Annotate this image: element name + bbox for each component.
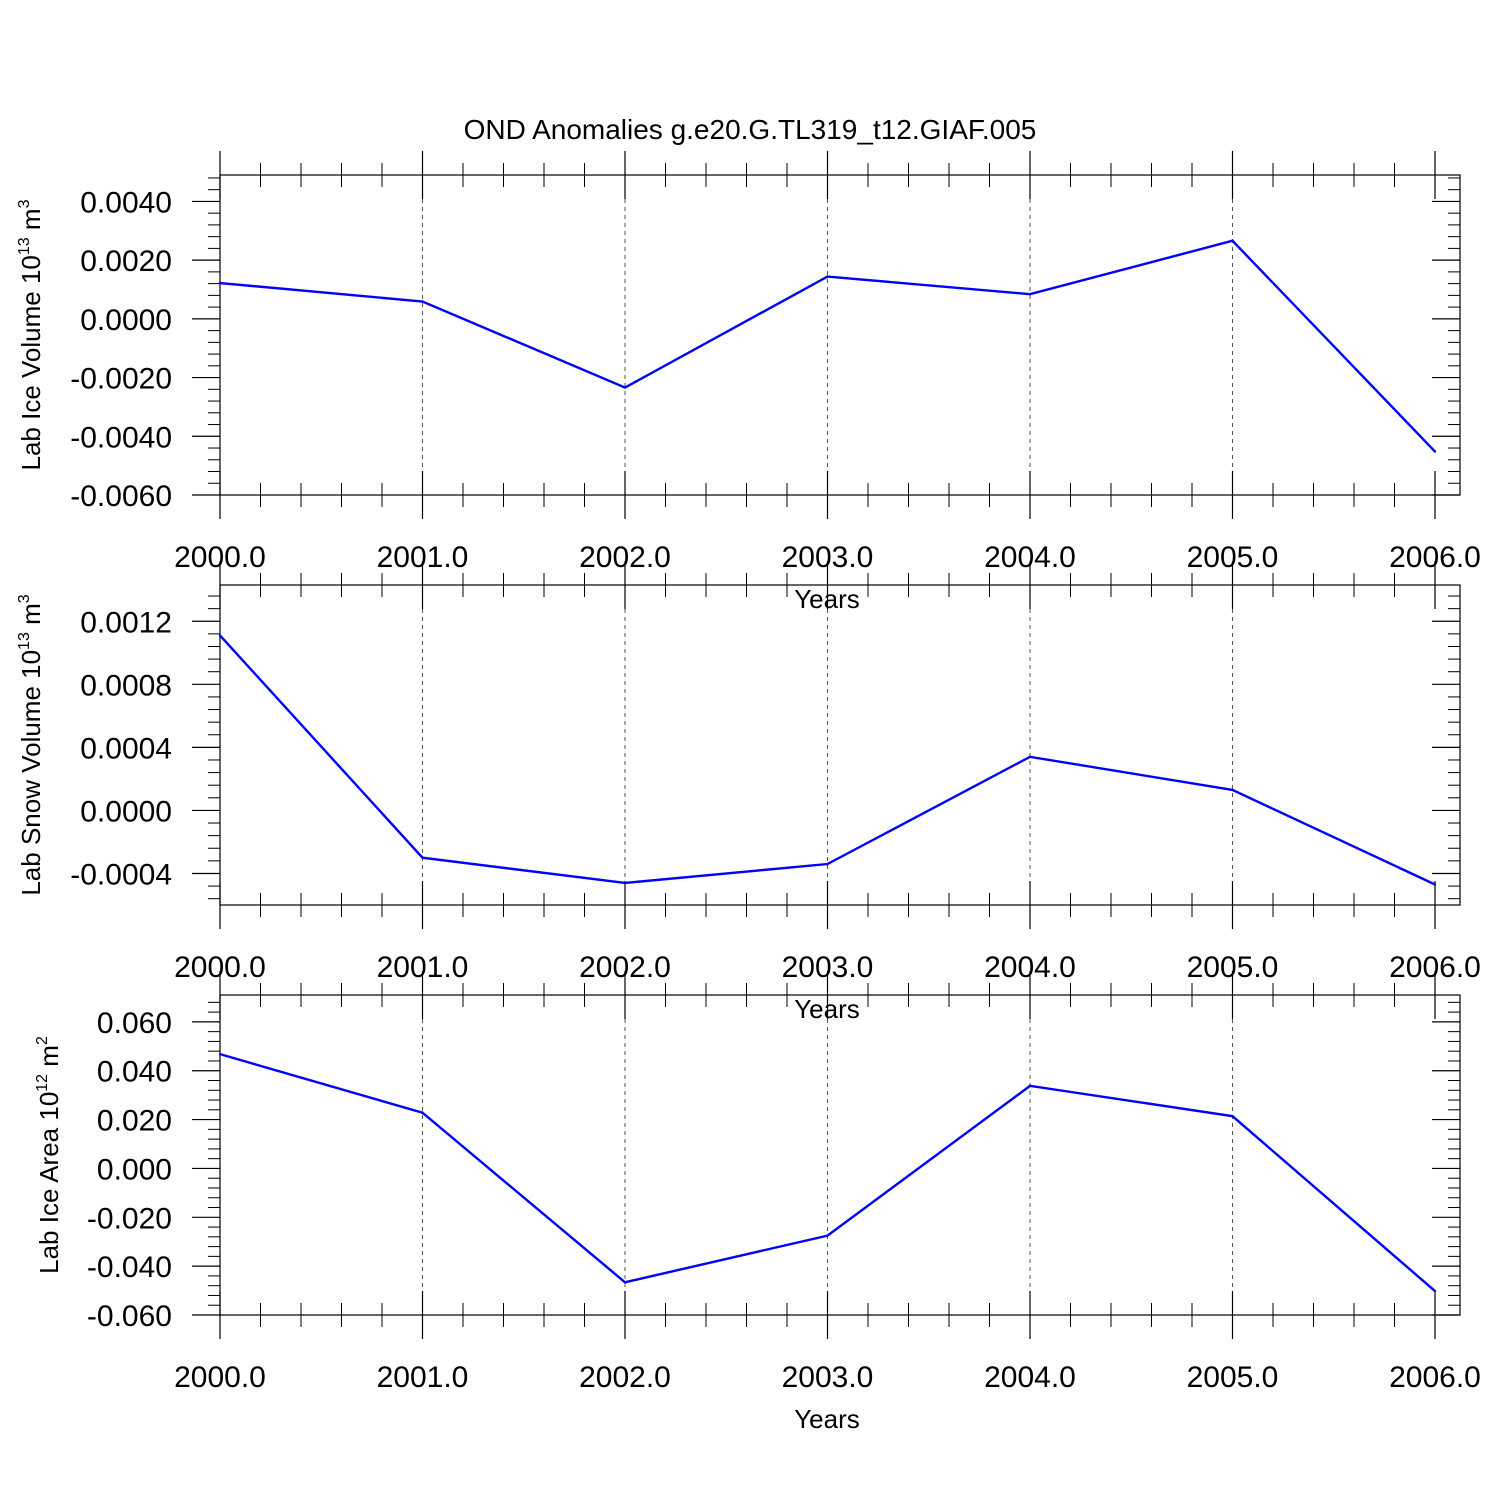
y-tick-label: -0.0060: [70, 480, 172, 513]
data-point: [826, 275, 829, 278]
data-point: [1028, 292, 1032, 296]
y-axis-label: Lab Ice Volume 1013 m3: [16, 199, 46, 470]
chart-panel-3: 2000.0 2001.0 2002.0 2003.0 2004.0 2005.0 2006…: [34, 971, 1481, 1434]
data-point: [1433, 450, 1437, 453]
y-tick-label: -0.0020: [70, 363, 172, 396]
y-tick-label: 0.0040: [80, 186, 172, 219]
data-point: [1028, 1084, 1032, 1088]
y-tick-label: -0.0004: [70, 858, 172, 891]
data-point: [623, 386, 627, 389]
data-point: [826, 1234, 829, 1237]
y-tick-label: -0.040: [87, 1251, 172, 1284]
chart-panel-1: 2000.0 2001.0 2002.0 2003.0 2004.0 2005.0 2006…: [16, 151, 1481, 614]
data-point: [218, 1052, 222, 1056]
data-point: [623, 1281, 627, 1284]
series-line: [219, 634, 1436, 886]
plot-frame: [219, 994, 1461, 1316]
x-tick-label: 2004.0: [984, 1361, 1076, 1394]
panels: 2000.0 2001.0 2002.0 2003.0 2004.0 2005.0 2006…: [16, 151, 1481, 1434]
y-tick-label: 0.060: [97, 1007, 172, 1040]
x-tick-label: 2001.0: [377, 1361, 469, 1394]
plot-frame: [219, 174, 1461, 496]
chart-panel-2: 2000.0 2001.0 2002.0 2003.0 2004.0 2005.0 2006…: [16, 561, 1481, 1024]
data-point: [421, 1111, 424, 1114]
data-point: [1231, 1114, 1234, 1118]
y-tick-label: 0.0008: [80, 669, 172, 702]
data-point: [1433, 883, 1437, 886]
y-tick-label: -0.060: [87, 1300, 172, 1333]
x-tick-label: 2003.0: [782, 1361, 874, 1394]
y-tick-label: 0.0012: [80, 606, 172, 639]
data-point: [1231, 239, 1234, 242]
data-point: [218, 281, 222, 285]
y-axis-label: Lab Snow Volume 1013 m3: [16, 594, 46, 895]
x-axis-label: Years: [794, 1404, 860, 1434]
data-point: [421, 856, 424, 859]
x-tick-label: 2005.0: [1187, 1361, 1279, 1394]
data-point: [1433, 1289, 1437, 1293]
data-point: [1231, 788, 1234, 792]
x-tick-label: 2006.0: [1389, 1361, 1481, 1394]
y-tick-label: 0.0000: [80, 795, 172, 828]
y-tick-label: -0.0040: [70, 421, 172, 454]
y-tick-label: 0.0020: [80, 245, 172, 278]
y-tick-label: 0.0004: [80, 732, 172, 765]
data-point: [623, 881, 627, 885]
data-point: [1028, 755, 1032, 759]
data-point: [218, 634, 222, 637]
plot-frame: [219, 584, 1461, 906]
x-tick-label: 2002.0: [579, 1361, 671, 1394]
y-axis-label: Lab Ice Area 1012 m2: [34, 1036, 64, 1274]
y-tick-label: 0.0000: [80, 304, 172, 337]
x-tick-label: 2000.0: [174, 1361, 266, 1394]
data-point: [421, 300, 424, 303]
y-tick-label: 0.000: [97, 1153, 172, 1186]
data-point: [826, 862, 829, 866]
y-tick-label: -0.020: [87, 1202, 172, 1235]
figure-title: OND Anomalies g.e20.G.TL319_t12.GIAF.005: [464, 114, 1037, 145]
y-tick-label: 0.040: [97, 1056, 172, 1089]
y-tick-label: 0.020: [97, 1105, 172, 1138]
